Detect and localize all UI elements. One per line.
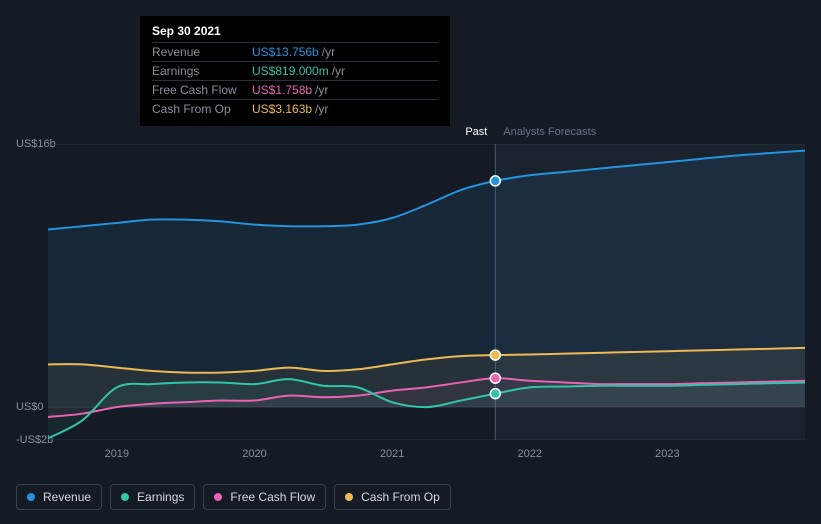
legend-item[interactable]: Revenue bbox=[16, 484, 102, 510]
legend-item[interactable]: Free Cash Flow bbox=[203, 484, 326, 510]
tooltip-row-label: Cash From Op bbox=[152, 102, 252, 116]
tooltip-row-label: Earnings bbox=[152, 64, 252, 78]
chart-container: US$16bUS$0-US$2b Past Analysts Forecasts… bbox=[16, 120, 805, 460]
x-axis-label: 2021 bbox=[380, 448, 404, 460]
tooltip-date: Sep 30 2021 bbox=[152, 24, 438, 42]
tooltip-row-unit: /yr bbox=[322, 45, 335, 59]
tooltip-row-label: Free Cash Flow bbox=[152, 83, 252, 97]
tooltip-row-value: US$819.000m bbox=[252, 64, 329, 78]
divider-label-past: Past bbox=[465, 126, 487, 138]
tooltip-row-value: US$1.758b bbox=[252, 83, 312, 97]
tooltip-row-unit: /yr bbox=[332, 64, 345, 78]
legend-item[interactable]: Cash From Op bbox=[334, 484, 451, 510]
legend-dot-icon bbox=[214, 493, 222, 501]
y-axis-label: US$0 bbox=[16, 401, 44, 413]
x-axis-label: 2020 bbox=[242, 448, 266, 460]
legend-dot-icon bbox=[27, 493, 35, 501]
divider-label-forecast: Analysts Forecasts bbox=[503, 126, 596, 138]
legend-item[interactable]: Earnings bbox=[110, 484, 195, 510]
tooltip-row: Cash From OpUS$3.163b/yr bbox=[152, 99, 438, 118]
tooltip-row: Free Cash FlowUS$1.758b/yr bbox=[152, 80, 438, 99]
legend-dot-icon bbox=[121, 493, 129, 501]
x-axis-label: 2023 bbox=[655, 448, 679, 460]
tooltip-row: RevenueUS$13.756b/yr bbox=[152, 42, 438, 61]
legend-label: Earnings bbox=[137, 490, 184, 504]
tooltip-row-value: US$13.756b bbox=[252, 45, 319, 59]
tooltip-row-value: US$3.163b bbox=[252, 102, 312, 116]
legend-dot-icon bbox=[345, 493, 353, 501]
chart-legend: Revenue Earnings Free Cash Flow Cash From O… bbox=[16, 484, 451, 510]
legend-label: Cash From Op bbox=[361, 490, 440, 504]
tooltip-rows: RevenueUS$13.756b/yrEarningsUS$819.000m/… bbox=[152, 42, 438, 118]
legend-label: Free Cash Flow bbox=[230, 490, 315, 504]
tooltip-row: EarningsUS$819.000m/yr bbox=[152, 61, 438, 80]
tooltip-row-label: Revenue bbox=[152, 45, 252, 59]
chart-plot-area[interactable]: Past Analysts Forecasts bbox=[48, 144, 805, 440]
chart-svg bbox=[48, 144, 805, 440]
legend-label: Revenue bbox=[43, 490, 91, 504]
tooltip-row-unit: /yr bbox=[315, 83, 328, 97]
chart-tooltip: Sep 30 2021 RevenueUS$13.756b/yrEarnings… bbox=[140, 16, 450, 126]
x-axis-labels: 2019 2020 2021 2022 2023 bbox=[48, 448, 805, 464]
tooltip-row-unit: /yr bbox=[315, 102, 328, 116]
x-axis-label: 2022 bbox=[517, 448, 541, 460]
x-axis-label: 2019 bbox=[105, 448, 129, 460]
